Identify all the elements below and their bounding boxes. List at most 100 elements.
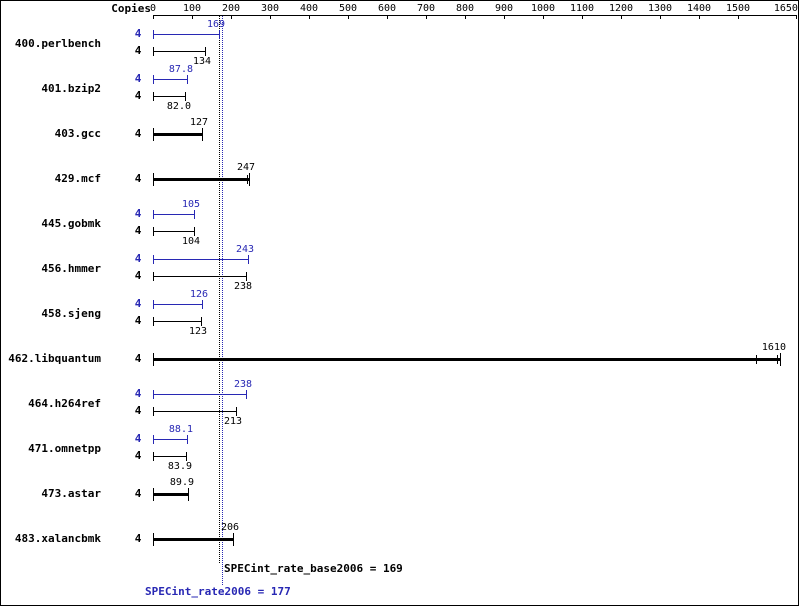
bar-endcap-left (153, 128, 154, 141)
copies-value: 4 (134, 432, 142, 445)
bar-endcap-right (185, 92, 186, 101)
bar-line (153, 231, 194, 232)
bar-endcap-left (153, 390, 154, 399)
bar-endcap-right (246, 390, 247, 399)
copies-value: 4 (134, 207, 142, 220)
bar-value-label: 126 (189, 289, 208, 300)
benchmark-name: 400.perlbench (14, 37, 101, 50)
bar-value-label: 206 (220, 522, 239, 533)
benchmark-name: 473.astar (41, 487, 101, 500)
copies-value: 4 (134, 252, 142, 265)
axis-tick (192, 15, 193, 19)
bar-endcap-left (153, 488, 154, 501)
axis-tick (660, 15, 661, 19)
bar-value-label: 169 (206, 19, 225, 30)
axis-tick-label: 1200 (608, 3, 634, 14)
axis-tick-label: 700 (416, 3, 436, 14)
axis-tick-label: 500 (338, 3, 358, 14)
x-axis-line (153, 15, 797, 16)
bar-endcap-right (187, 75, 188, 84)
bar-line (153, 493, 188, 496)
bar-line (153, 358, 780, 361)
axis-tick-label: 400 (299, 3, 319, 14)
bar-line (153, 411, 236, 412)
bar-endcap-left (153, 353, 154, 366)
axis-tick (543, 15, 544, 19)
axis-tick (387, 15, 388, 19)
bar-endcap-right (201, 317, 202, 326)
bar-line (153, 439, 187, 440)
bar-value-label: 104 (181, 236, 200, 247)
bar-endcap-left (153, 300, 154, 309)
bar-endcap-left (153, 210, 154, 219)
bar-line (153, 178, 249, 181)
benchmark-name: 483.xalancbmk (14, 532, 101, 545)
axis-tick (270, 15, 271, 19)
reference-line-peak (222, 16, 223, 585)
copies-value: 4 (134, 314, 142, 327)
bar-value-label: 89.9 (169, 477, 194, 488)
axis-tick (738, 15, 739, 19)
bar-endcap-right (246, 272, 247, 281)
bar-value-label: 213 (223, 416, 242, 427)
axis-tick (796, 15, 797, 19)
bar-endcap-right (194, 210, 195, 219)
axis-tick (153, 15, 154, 19)
bar-line (153, 538, 233, 541)
copies-value: 4 (134, 72, 142, 85)
bar-endcap-left (153, 317, 154, 326)
copies-value: 4 (134, 297, 142, 310)
bar-line (153, 214, 194, 215)
bar-value-label: 82.0 (166, 101, 191, 112)
benchmark-name: 445.gobmk (41, 217, 101, 230)
bar-run-mark (777, 355, 778, 364)
bar-value-label: 247 (236, 162, 255, 173)
copies-value: 4 (134, 404, 142, 417)
bar-line (153, 96, 185, 97)
axis-tick (231, 15, 232, 19)
bar-endcap-right (205, 47, 206, 56)
bar-endcap-left (153, 47, 154, 56)
copies-value: 4 (134, 127, 142, 140)
bar-endcap-right (249, 173, 250, 186)
benchmark-name: 403.gcc (54, 127, 101, 140)
bar-value-label: 105 (181, 199, 200, 210)
bar-value-label: 127 (189, 117, 208, 128)
benchmark-name: 458.sjeng (41, 307, 101, 320)
bar-endcap-left (153, 75, 154, 84)
bar-endcap-left (153, 255, 154, 264)
bar-endcap-right (194, 227, 195, 236)
axis-tick-label: 600 (377, 3, 397, 14)
copies-value: 4 (134, 269, 142, 282)
bar-endcap-left (153, 227, 154, 236)
copies-value: 4 (134, 487, 142, 500)
copies-value: 4 (134, 27, 142, 40)
axis-tick-label: 900 (494, 3, 514, 14)
copies-value: 4 (134, 172, 142, 185)
copies-column-header: Copies (111, 2, 151, 15)
bar-line (153, 259, 248, 260)
bar-line (153, 51, 205, 52)
axis-tick (621, 15, 622, 19)
bar-run-mark (247, 175, 248, 184)
axis-tick-label: 1500 (725, 3, 751, 14)
benchmark-name: 462.libquantum (8, 352, 101, 365)
peak-result-text: SPECint_rate2006 = 177 (145, 585, 291, 598)
axis-tick (309, 15, 310, 19)
axis-tick-label: 800 (455, 3, 475, 14)
bar-value-label: 83.9 (167, 461, 192, 472)
bar-endcap-right (233, 533, 234, 546)
bar-endcap-right (248, 255, 249, 264)
bar-endcap-right (219, 30, 220, 39)
copies-value: 4 (134, 532, 142, 545)
bar-endcap-left (153, 407, 154, 416)
bar-endcap-left (153, 173, 154, 186)
bar-value-label: 134 (192, 56, 211, 67)
bar-line (153, 456, 186, 457)
benchmark-name: 471.omnetpp (28, 442, 101, 455)
bar-line (153, 276, 246, 277)
bar-endcap-left (153, 452, 154, 461)
copies-value: 4 (134, 449, 142, 462)
bar-run-mark (756, 355, 757, 364)
bar-endcap-left (153, 435, 154, 444)
